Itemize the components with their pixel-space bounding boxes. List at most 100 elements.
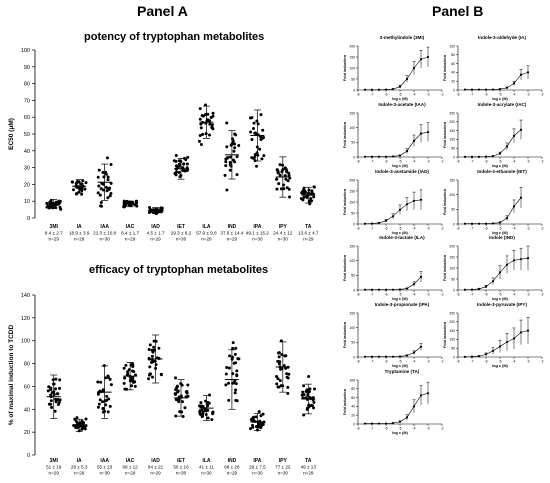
mini-y-axis-label: Fold induction <box>443 321 447 348</box>
mini-data-point <box>398 420 402 423</box>
mini-x-tick-label: -5 <box>498 227 501 231</box>
mini-x-tick-label: -5 <box>498 160 501 164</box>
mini-data-point <box>519 128 523 131</box>
mini-data-point <box>463 288 467 291</box>
data-point <box>286 391 290 395</box>
data-point <box>206 112 210 116</box>
mini-y-tick-label: 200 <box>449 244 455 248</box>
y-axis-label: % of maximal induction to TCDD <box>8 325 15 426</box>
data-point <box>210 418 214 422</box>
data-point <box>96 175 100 179</box>
data-point <box>233 142 237 146</box>
mini-x-axis-label: log c (M) <box>392 431 408 435</box>
data-point <box>228 160 232 164</box>
mini-data-point <box>391 422 395 425</box>
category-label: IA <box>77 458 82 464</box>
data-point <box>255 164 259 168</box>
mini-x-tick-label: -3 <box>526 227 529 231</box>
mini-data-point <box>477 287 481 290</box>
mini-x-tick-label: -8 <box>356 93 359 97</box>
mini-data-point <box>405 150 409 153</box>
data-point <box>45 205 49 209</box>
mini-y-tick-label: 50 <box>351 211 355 215</box>
mini-x-tick-label: -7 <box>370 227 373 231</box>
data-point <box>285 372 289 376</box>
data-point <box>126 370 130 374</box>
data-point <box>75 416 79 420</box>
y-tick-label: 20 <box>24 182 30 188</box>
mini-data-point <box>484 353 488 356</box>
data-point <box>233 352 237 356</box>
mini-data-point <box>377 288 381 291</box>
mini-x-tick-label: -5 <box>498 293 501 297</box>
data-point <box>58 199 62 203</box>
mini-data-point <box>384 219 388 222</box>
mini-chart-title: Indole-3-acetamide (IAD) <box>375 169 429 174</box>
data-point <box>150 354 154 358</box>
mini-y-tick-label: 200 <box>349 44 355 48</box>
mini-x-tick-label: -3 <box>426 93 429 97</box>
data-point <box>109 163 113 167</box>
data-point <box>231 346 235 350</box>
data-point <box>108 404 112 408</box>
mini-data-point <box>526 257 530 260</box>
data-point <box>224 372 228 376</box>
mini-y-axis-label: Fold induction <box>343 188 347 215</box>
data-point <box>207 401 211 405</box>
category-label: IPA <box>253 458 261 464</box>
data-point <box>287 171 291 175</box>
stat-label: 13.6 ± 4.7 <box>298 231 319 236</box>
data-point <box>147 348 151 352</box>
mini-x-tick-label: -7 <box>370 93 373 97</box>
mini-y-tick-label: 250 <box>449 111 455 115</box>
n-label: n=29 <box>150 471 161 476</box>
mini-data-point <box>370 288 374 291</box>
data-point <box>108 194 112 198</box>
mini-x-tick-label: -2 <box>540 360 543 364</box>
mini-data-point <box>491 155 495 158</box>
data-point <box>174 393 178 397</box>
mini-y-tick-label: 100 <box>349 326 355 330</box>
data-point <box>262 154 266 158</box>
category-label: IAC <box>126 458 135 464</box>
category-label: IND <box>228 458 237 464</box>
mini-data-point <box>426 392 430 395</box>
data-point <box>147 377 151 381</box>
mini-x-tick-label: -2 <box>440 93 443 97</box>
n-label: n=29 <box>125 237 136 242</box>
mini-x-tick-label: -4 <box>512 160 515 164</box>
mini-y-tick-label: 100 <box>349 66 355 70</box>
mini-x-tick-label: -2 <box>440 427 443 431</box>
stat-label: 8.4 ± 1.7 <box>121 231 139 236</box>
data-point <box>53 409 57 413</box>
data-point <box>47 402 51 406</box>
data-point <box>286 385 290 389</box>
mini-data-point <box>377 422 381 425</box>
mini-x-tick-label: -8 <box>456 93 459 97</box>
mini-curve <box>365 392 429 424</box>
data-point <box>97 168 101 172</box>
data-point <box>176 390 180 394</box>
data-point <box>234 382 238 386</box>
n-label: n=29 <box>125 471 136 476</box>
data-point <box>130 362 134 366</box>
mini-x-tick-label: -7 <box>470 227 473 231</box>
data-point <box>233 146 237 150</box>
data-point <box>200 414 204 418</box>
data-point <box>250 156 254 160</box>
mini-data-point <box>405 416 409 419</box>
mini-x-tick-label: -5 <box>398 160 401 164</box>
mini-x-tick-label: -6 <box>384 293 387 297</box>
n-label: n=29 <box>74 471 85 476</box>
mini-data-point <box>477 355 481 358</box>
data-point <box>261 128 265 132</box>
mini-x-tick-label: -8 <box>356 227 359 231</box>
category-label: IND <box>228 224 237 230</box>
data-point <box>148 343 152 347</box>
data-point <box>106 175 110 179</box>
mini-x-tick-label: -2 <box>440 360 443 364</box>
mini-y-tick-label: 150 <box>349 55 355 59</box>
data-point <box>198 412 202 416</box>
data-point <box>198 117 202 121</box>
stat-label: 41 ± 11 <box>199 465 214 470</box>
